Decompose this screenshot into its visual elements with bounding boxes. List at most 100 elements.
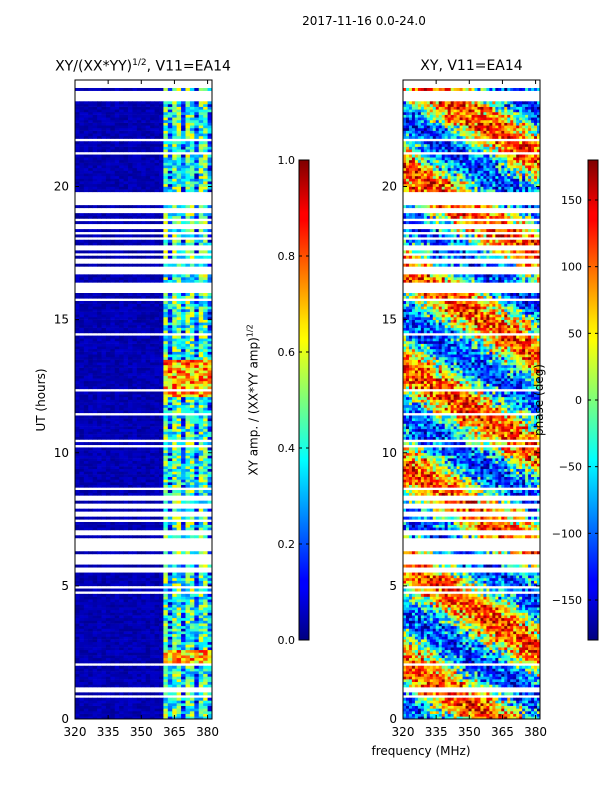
heatmap-cell (207, 521, 213, 525)
heatmap-cell (198, 617, 204, 621)
heatmap-cell (105, 657, 111, 661)
heatmap-cell (207, 684, 213, 688)
heatmap-cell (167, 692, 173, 696)
heatmap-cell (123, 293, 129, 296)
heatmap-cell (132, 141, 138, 145)
heatmap-cell (207, 141, 213, 145)
heatmap-cell (101, 508, 107, 512)
heatmap-cell (128, 609, 133, 613)
heatmap-cell (172, 300, 178, 304)
heatmap-cell (176, 636, 182, 640)
heatmap-cell (136, 428, 142, 432)
heatmap-cell (101, 516, 107, 520)
heatmap-cell (172, 521, 178, 525)
heatmap-cell (145, 482, 151, 485)
heatmap-cell (119, 466, 125, 470)
heatmap-cell (132, 601, 138, 605)
heatmap-cell (97, 175, 102, 179)
heatmap-cell (167, 146, 173, 150)
heatmap-cell (185, 213, 191, 217)
heatmap-cell (119, 367, 125, 371)
heatmap-cell (132, 205, 138, 209)
heatmap-cell (123, 697, 129, 701)
heatmap-cell (181, 327, 186, 331)
heatmap-cell (145, 564, 151, 568)
heatmap-cell (141, 330, 147, 334)
heatmap-cell (185, 146, 191, 150)
heatmap-cell (158, 492, 164, 496)
heatmap-cell (97, 314, 102, 318)
heatmap-cell (101, 330, 107, 334)
heatmap-cell (101, 436, 107, 440)
heatmap-cell (194, 215, 200, 219)
heatmap-cell (79, 407, 85, 411)
heatmap-cell (75, 327, 80, 331)
heatmap-cell (128, 149, 133, 153)
heatmap-cell (203, 631, 208, 635)
heatmap-cell (88, 234, 94, 238)
heatmap-cell (150, 404, 155, 408)
heatmap-cell (141, 183, 147, 187)
heatmap-cell (163, 146, 169, 150)
heatmap-cell (110, 159, 116, 163)
heatmap-cell (128, 428, 133, 432)
heatmap-cell (105, 583, 111, 587)
heatmap-cell (194, 593, 200, 597)
heatmap-cell (83, 178, 89, 182)
heatmap-cell (150, 154, 155, 158)
heatmap-cell (203, 162, 208, 166)
heatmap-cell (97, 178, 102, 182)
heatmap-cell (92, 452, 98, 456)
heatmap-cell (97, 215, 102, 219)
heatmap-cell (123, 468, 129, 472)
heatmap-cell (194, 149, 200, 153)
heatmap-cell (167, 213, 173, 217)
heatmap-cell (123, 681, 129, 685)
heatmap-cell (105, 143, 111, 147)
heatmap-cell (83, 428, 89, 432)
heatmap-cell (119, 442, 125, 446)
heatmap-cell (101, 335, 107, 339)
heatmap-cell (141, 426, 147, 430)
heatmap-cell (75, 697, 80, 701)
heatmap-cell (172, 338, 178, 342)
heatmap-cell (75, 583, 80, 587)
heatmap-cell (123, 615, 129, 619)
heatmap-cell (123, 484, 129, 488)
heatmap-cell (176, 609, 182, 613)
heatmap-cell (88, 660, 94, 664)
heatmap-cell (110, 447, 116, 451)
heatmap-cell (136, 378, 142, 382)
heatmap-cell (97, 575, 102, 579)
heatmap-cell (110, 356, 116, 360)
heatmap-cell (75, 175, 80, 179)
heatmap-cell (189, 673, 195, 677)
heatmap-cell (194, 660, 200, 664)
heatmap-cell (123, 479, 129, 483)
heatmap-cell (150, 162, 155, 166)
heatmap-cell (92, 146, 98, 150)
heatmap-cell (119, 655, 125, 659)
heatmap-cell (136, 580, 142, 584)
heatmap-cell (185, 679, 191, 683)
heatmap-cell (194, 133, 200, 137)
heatmap-cell (88, 711, 94, 714)
heatmap-cell (141, 167, 147, 171)
heatmap-cell (79, 242, 85, 246)
heatmap-cell (158, 708, 164, 712)
heatmap-cell (207, 711, 213, 714)
heatmap-cell (114, 324, 120, 328)
heatmap-cell (158, 564, 164, 568)
heatmap-cell (132, 628, 138, 632)
heatmap-cell (163, 455, 169, 459)
heatmap-cell (172, 308, 178, 312)
heatmap-cell (167, 455, 173, 459)
heatmap-cell (75, 316, 80, 320)
heatmap-cell (145, 599, 151, 603)
heatmap-cell (119, 700, 125, 704)
heatmap-cell (105, 612, 111, 616)
heatmap-cell (176, 426, 182, 430)
heatmap-cell (92, 186, 98, 190)
heatmap-cell (88, 713, 94, 717)
heatmap-cell (79, 348, 85, 352)
